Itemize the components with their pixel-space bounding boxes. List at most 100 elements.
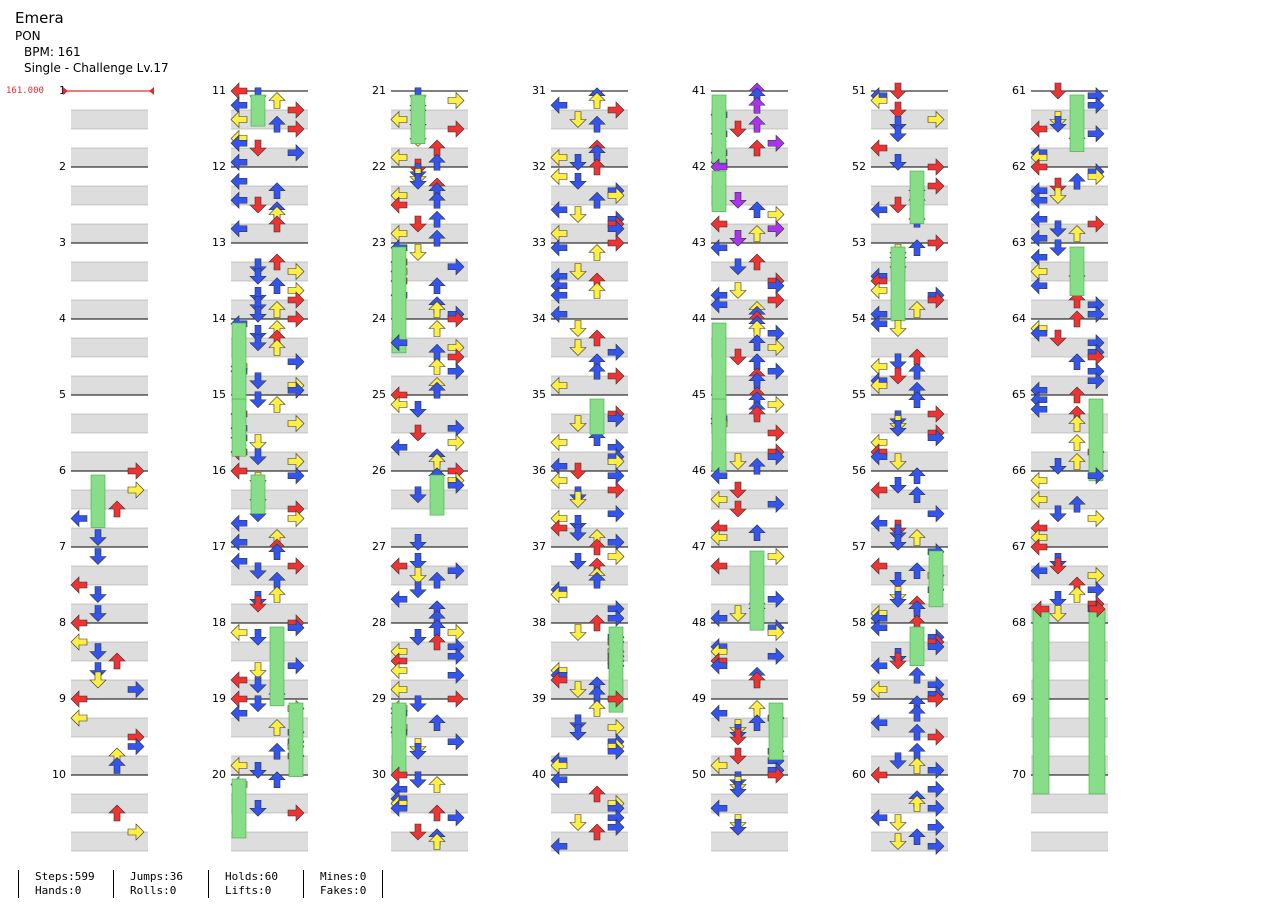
note-arrow (908, 723, 926, 741)
note-arrow (870, 619, 888, 637)
note-arrow (428, 277, 446, 295)
note-arrow (89, 671, 107, 689)
beat-stripe (231, 110, 308, 129)
note-arrow (249, 139, 267, 157)
hold-body (909, 170, 925, 224)
note-arrow (1049, 82, 1067, 100)
note-arrow (748, 225, 766, 242)
measure-number: 51 (852, 84, 866, 97)
note-arrow (729, 818, 747, 836)
note-arrow (249, 334, 267, 352)
hold-body (250, 94, 266, 127)
beat-stripe (1031, 832, 1108, 851)
note-arrow (550, 96, 568, 114)
note-arrow (1049, 329, 1067, 347)
note-arrow (588, 700, 606, 717)
beat-stripe (391, 148, 468, 167)
measure-number: 3 (59, 236, 66, 249)
note-arrow (230, 153, 248, 171)
measure-number: 53 (852, 236, 866, 249)
measure-number: 37 (532, 540, 546, 553)
note-arrow (870, 201, 888, 219)
measure-number: 35 (532, 388, 546, 401)
note-arrow (927, 638, 945, 656)
note-arrow (428, 301, 446, 318)
hold-body (269, 626, 285, 707)
measure-number: 60 (852, 768, 866, 781)
note-arrow (249, 595, 267, 613)
beat-stripe (711, 376, 788, 395)
note-arrow (748, 405, 766, 423)
note-arrow (428, 571, 446, 589)
measure-number: 62 (1012, 160, 1026, 173)
note-arrow (889, 419, 907, 437)
note-arrow (409, 742, 427, 760)
note-arrow (927, 405, 945, 423)
hold-body (589, 398, 605, 435)
note-arrow (927, 234, 945, 252)
note-arrow (729, 780, 747, 798)
beat-stripe (1031, 490, 1108, 509)
note-arrow (409, 533, 427, 551)
note-arrow (748, 139, 766, 157)
note-arrow (390, 680, 408, 699)
note-arrow (409, 628, 427, 646)
note-arrow (428, 320, 446, 337)
note-arrow (927, 837, 945, 855)
beat-stripe (391, 224, 468, 243)
note-arrow (390, 110, 408, 129)
beat-stripe (71, 300, 148, 319)
note-arrow (409, 400, 427, 418)
note-arrow (927, 690, 945, 708)
note-arrow (390, 395, 408, 414)
hold-body (429, 474, 445, 516)
note-arrow (550, 837, 568, 855)
note-arrow (870, 680, 888, 699)
note-arrow (1068, 310, 1086, 328)
note-arrow (268, 396, 286, 413)
note-arrow (1068, 586, 1086, 603)
note-arrow (287, 353, 305, 371)
measure-number: 69 (1012, 692, 1026, 705)
note-arrow (710, 239, 728, 257)
note-arrow (268, 92, 286, 109)
note-arrow (108, 804, 126, 822)
note-arrow (588, 785, 606, 803)
note-arrow (447, 310, 465, 328)
note-arrow (249, 562, 267, 580)
note-arrow (889, 590, 907, 608)
note-arrow (1049, 605, 1067, 622)
note-arrow (127, 462, 145, 480)
note-arrow (569, 723, 587, 741)
note-arrow (550, 376, 568, 395)
note-arrow (1030, 400, 1048, 418)
note-arrow (108, 500, 126, 518)
beat-stripe (391, 718, 468, 737)
note-arrow (287, 101, 305, 119)
note-arrow (607, 101, 625, 119)
stats-cell-holds: Holds:60 Lifts:0 (208, 870, 303, 898)
note-arrow (748, 201, 766, 219)
note-arrow (729, 453, 747, 470)
beat-stripe (551, 756, 628, 775)
measure-number: 5 (59, 388, 66, 401)
note-arrow (287, 291, 305, 309)
note-arrow (230, 172, 248, 190)
note-arrow (569, 415, 587, 432)
note-arrow (70, 576, 88, 594)
note-arrow (447, 647, 465, 665)
note-arrow (268, 277, 286, 295)
stats-cell-mines: Mines:0 Fakes:0 (303, 870, 383, 898)
note-arrow (428, 633, 446, 651)
note-arrow (889, 752, 907, 770)
note-arrow (70, 614, 88, 632)
note-arrow (230, 671, 248, 689)
note-arrow (409, 215, 427, 233)
note-arrow (268, 771, 286, 789)
note-arrow (729, 728, 747, 746)
note-arrow (89, 586, 107, 603)
note-arrow (729, 229, 747, 247)
beat-stripe (71, 794, 148, 813)
note-arrow (230, 110, 248, 129)
measure-number: 29 (372, 692, 386, 705)
